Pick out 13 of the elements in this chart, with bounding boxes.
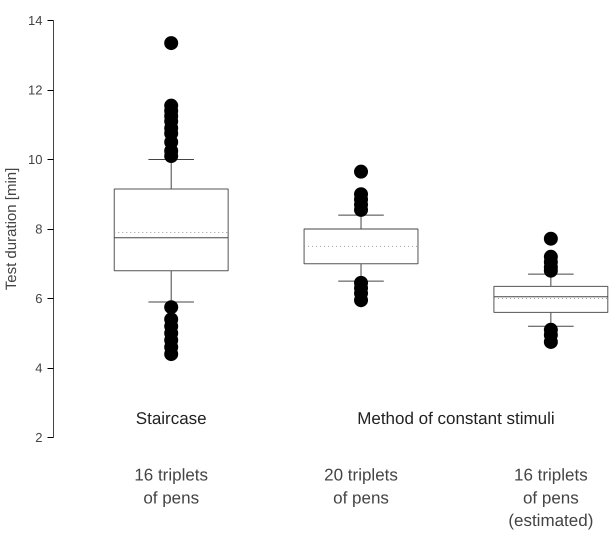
y-tick-label: 6 [35, 291, 43, 306]
annotation: Staircase [136, 408, 207, 428]
annotation: Method of constant stimuli [357, 408, 555, 428]
y-tick-label: 10 [28, 152, 43, 167]
y-tick-label: 14 [28, 13, 43, 28]
x-tick-label: 16 triplets of pens (estimated) [508, 466, 594, 530]
y-tick-label: 8 [35, 222, 43, 236]
x-tick-label: 16 triplets of pens [134, 466, 208, 508]
y-axis-title: Test duration [min] [3, 168, 20, 290]
y-tick-label: 4 [35, 360, 43, 376]
y-tick-label: 2 [35, 430, 43, 445]
x-tick-label: 20 triplets of pens [324, 466, 398, 508]
y-tick-label: 12 [28, 82, 43, 98]
